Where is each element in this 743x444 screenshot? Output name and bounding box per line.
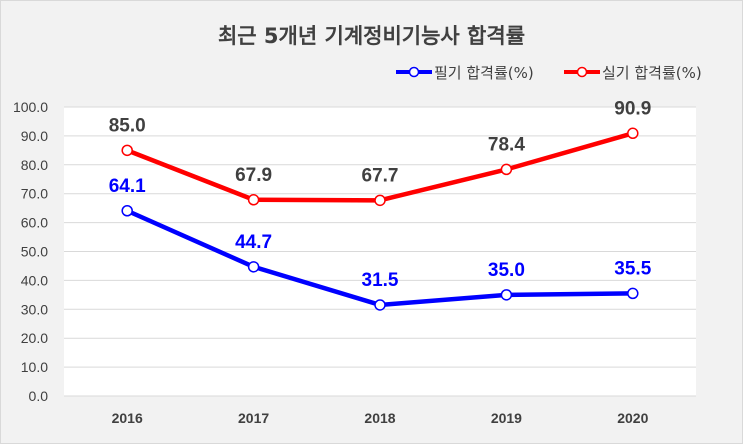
y-tick-label: 40.0 [21, 272, 48, 288]
y-tick-label: 10.0 [21, 359, 48, 375]
legend-swatch-written [396, 66, 432, 78]
data-point-series-0 [247, 261, 260, 273]
legend-swatch-practical [564, 66, 600, 78]
y-tick-label: 80.0 [21, 157, 48, 173]
data-point-series-1 [121, 144, 133, 157]
x-tick-label: 2016 [112, 410, 143, 426]
legend-item-practical: 실기 합격률(%) [562, 60, 702, 84]
x-tick-label: 2019 [491, 410, 522, 426]
data-point-series-0 [121, 205, 133, 217]
y-tick-label: 90.0 [21, 128, 48, 144]
data-label-series-0: 31.5 [362, 270, 399, 291]
data-label-series-0: 64.1 [109, 176, 146, 197]
x-tick-label: 2017 [238, 410, 269, 426]
y-tick-label: 20.0 [21, 330, 48, 346]
legend-label-practical: 실기 합격률(%) [602, 63, 702, 82]
y-tick-label: 60.0 [21, 215, 48, 231]
data-label-series-1: 78.4 [488, 134, 525, 155]
x-tick-label: 2020 [617, 410, 648, 426]
data-label-series-0: 35.0 [488, 260, 525, 281]
data-label-series-1: 85.0 [109, 115, 146, 136]
data-label-series-1: 90.9 [614, 98, 651, 119]
data-label-series-0: 35.5 [614, 258, 651, 279]
data-point-series-1 [374, 194, 386, 207]
chart-title: 최근 5개년 기계정비기능사 합격률 [217, 24, 526, 48]
data-label-series-1: 67.9 [235, 165, 272, 186]
y-tick-label: 30.0 [21, 301, 48, 317]
y-tick-label: 50.0 [21, 244, 48, 260]
data-point-series-0 [374, 299, 386, 311]
data-point-series-1 [500, 163, 513, 176]
data-point-series-0 [500, 289, 513, 301]
y-tick-label: 70.0 [21, 186, 48, 202]
legend-item-written: 필기 합격률(%) [394, 60, 534, 84]
data-point-series-1 [627, 127, 639, 140]
data-point-series-1 [247, 194, 260, 206]
legend-label-written: 필기 합격률(%) [434, 63, 534, 82]
data-label-series-0: 44.7 [235, 232, 272, 253]
data-label-series-1: 67.7 [362, 165, 399, 186]
data-point-series-0 [627, 287, 639, 300]
y-tick-label: 0.0 [29, 388, 49, 404]
y-tick-label: 100.0 [13, 99, 48, 115]
x-tick-label: 2018 [364, 410, 395, 426]
